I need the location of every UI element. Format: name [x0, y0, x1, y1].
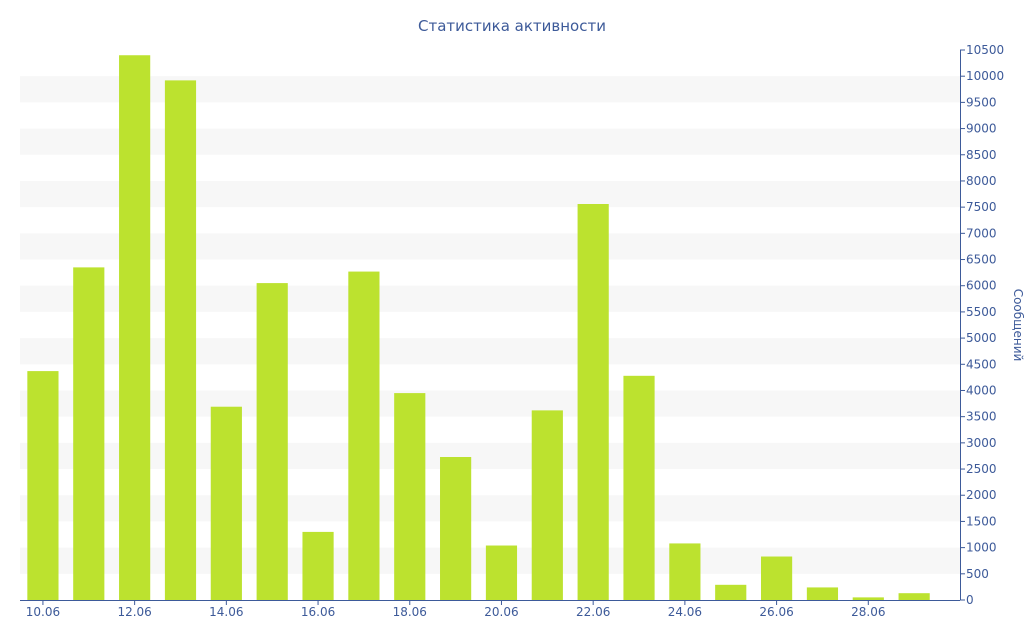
- grid-band: [20, 285, 960, 312]
- grid-band: [20, 233, 960, 260]
- grid-band: [20, 442, 960, 470]
- y-tick-label: 8500: [966, 148, 997, 162]
- y-tick-label: 7000: [966, 226, 997, 240]
- x-tick-label: 24.06: [668, 605, 702, 619]
- grid-band: [20, 338, 960, 365]
- x-tick-label: 28.06: [851, 605, 885, 619]
- grid-band: [20, 390, 960, 417]
- x-tick-label: 14.06: [209, 605, 243, 619]
- bar-20.06: [485, 545, 518, 600]
- y-tick-label: 1000: [966, 541, 997, 555]
- x-tick-label: 10.06: [26, 605, 60, 619]
- bar-16.06: [302, 531, 334, 600]
- y-tick-label: 6500: [966, 253, 997, 267]
- y-tick-label: 10000: [966, 69, 1004, 83]
- bar-23.06: [623, 375, 655, 600]
- y-tick-label: 1500: [966, 514, 997, 528]
- x-tick-label: 20.06: [484, 605, 518, 619]
- grid-bands: [20, 76, 960, 574]
- chart-title: Статистика активности: [418, 17, 606, 35]
- bar-22.06: [577, 204, 609, 600]
- x-tick-label: 22.06: [576, 605, 610, 619]
- y-tick-label: 5500: [966, 305, 997, 319]
- bar-15.06: [256, 283, 288, 600]
- y-tick-label: 3000: [966, 436, 997, 450]
- y-tick-label: 2000: [966, 488, 997, 502]
- bar-29.06: [898, 593, 930, 600]
- grid-band: [20, 180, 960, 208]
- bar-11.06: [73, 267, 105, 600]
- y-tick-label: 5000: [966, 331, 997, 345]
- y-tick-label: 4000: [966, 383, 997, 397]
- grid-band: [20, 76, 960, 103]
- y-tick-label: 3500: [966, 410, 997, 424]
- x-tick-label: 12.06: [117, 605, 151, 619]
- x-tick-label: 26.06: [759, 605, 793, 619]
- bar-28.06: [852, 597, 884, 600]
- grid-band: [20, 495, 960, 522]
- bar-14.06: [210, 406, 242, 600]
- bar-13.06: [164, 80, 197, 600]
- bar-25.06: [715, 584, 747, 600]
- bar-12.06: [119, 55, 151, 600]
- y-tick-label: 8000: [966, 174, 997, 188]
- y-tick-label: 500: [966, 567, 989, 581]
- x-tick-label: 16.06: [301, 605, 335, 619]
- y-tick-label: 10500: [966, 43, 1004, 57]
- bar-24.06: [669, 543, 701, 600]
- bar-17.06: [348, 271, 380, 600]
- y-tick-label: 6000: [966, 279, 997, 293]
- y-tick-label: 9500: [966, 95, 997, 109]
- x-axis: 10.06 12.06 14.06 16.06 18.06 20.06 22.06 24.06…: [20, 600, 960, 619]
- bars: [27, 55, 930, 600]
- bar-21.06: [531, 410, 563, 600]
- y-tick-label: 0: [966, 593, 974, 607]
- y-tick-label: 4500: [966, 357, 997, 371]
- bar-10.06: [27, 371, 59, 600]
- bar-26.06: [760, 556, 793, 600]
- bar-19.06: [440, 457, 472, 600]
- y-tick-label: 9000: [966, 122, 997, 136]
- grid-band: [20, 128, 960, 155]
- y-tick-label: 2500: [966, 462, 997, 476]
- x-tick-label: 18.06: [393, 605, 427, 619]
- y-tick-label: 7500: [966, 200, 997, 214]
- bar-27.06: [806, 587, 839, 600]
- y-axis-title: Сообщений: [1011, 289, 1024, 362]
- bar-18.06: [394, 393, 426, 600]
- y-axis: 0 500 1000 1500 2000 2500 3000 3500 4000 4500 5000…: [960, 43, 1004, 607]
